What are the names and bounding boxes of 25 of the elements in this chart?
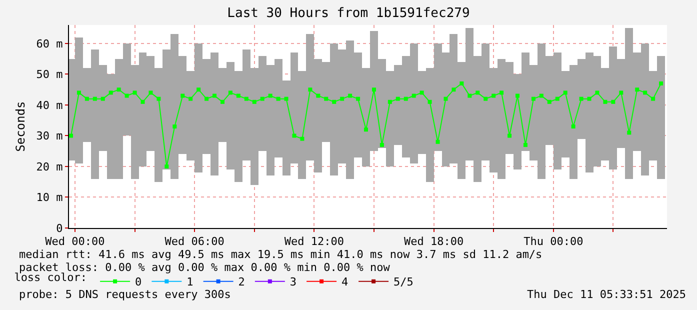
x-tick-label: Wed 12:00: [284, 235, 344, 248]
x-tick-label: Thu 00:00: [524, 235, 584, 248]
legend-label: 5/5: [394, 276, 414, 289]
x-tick-label: Wed 00:00: [45, 235, 105, 248]
text: Thu Dec 11 05:33:51 2025: [527, 288, 686, 301]
text: median rtt: 41.6 ms avg 49.5 ms max 19.5 ms min 41.0 ms now 3.7 ms sd 11.2 am/s: [19, 248, 542, 261]
y-tick-label: 0: [56, 222, 63, 235]
y-tick-label: 10 m: [36, 191, 64, 204]
text: packet loss: 0.00 % avg 0.00 % max 0.00 % min 0.00 % now: [19, 261, 390, 274]
x-tick-label: Wed 18:00: [404, 235, 464, 248]
y-tick-label: 30 m: [36, 130, 64, 143]
y-tick-label: 40 m: [36, 98, 64, 112]
legend-label: 0: [135, 276, 142, 289]
text: probe: 5 DNS requests every 300s: [19, 288, 231, 301]
legend-label: 1: [186, 276, 194, 289]
legend-label: 3: [290, 276, 297, 289]
legend-title: loss color:: [14, 271, 88, 284]
y-axis-title: Seconds: [14, 101, 28, 152]
y-tick-label: 50 m: [36, 68, 64, 82]
chart-title: Last 30 Hours from 1b1591fec279: [227, 6, 470, 21]
legend-label: 4: [342, 276, 349, 289]
y-tick-label: 60 m: [36, 37, 64, 50]
x-tick-label: Wed 06:00: [164, 235, 224, 248]
y-tick-label: 20 m: [36, 160, 64, 174]
legend-label: 2: [238, 276, 245, 289]
